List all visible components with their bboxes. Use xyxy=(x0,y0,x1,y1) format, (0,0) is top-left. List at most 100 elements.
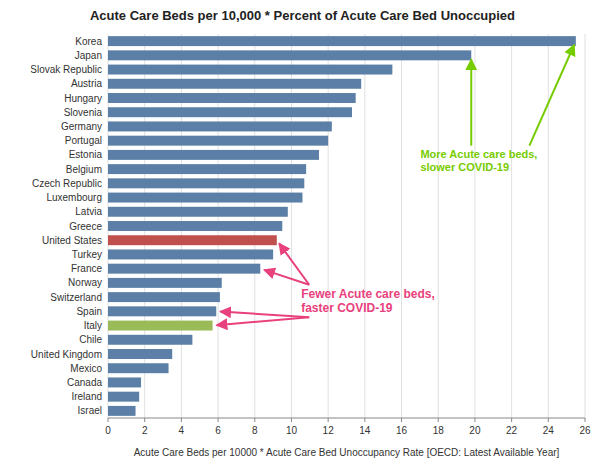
tick-mark xyxy=(181,418,182,422)
tick-mark xyxy=(218,418,219,422)
tick-label: 14 xyxy=(359,425,371,436)
chart: Acute Care Beds per 10,000 * Percent of … xyxy=(0,0,605,476)
category-label: Norway xyxy=(68,277,102,288)
bar xyxy=(108,150,319,160)
category-label: Spain xyxy=(76,306,102,317)
tick-label: 10 xyxy=(286,425,298,436)
tick-mark xyxy=(108,418,109,422)
category-label: Japan xyxy=(75,50,102,61)
tick-mark xyxy=(254,418,255,422)
grid-line xyxy=(401,34,402,418)
annotation-arrow xyxy=(217,317,310,325)
grid xyxy=(108,34,585,418)
bar xyxy=(108,392,139,402)
tick-label: 20 xyxy=(469,425,481,436)
category-label: Turkey xyxy=(72,249,102,260)
category-label: Hungary xyxy=(64,93,102,104)
category-label: United States xyxy=(42,235,102,246)
tick-label: 26 xyxy=(579,425,591,436)
bar xyxy=(108,50,471,60)
category-label: France xyxy=(71,263,103,274)
bar xyxy=(108,221,282,231)
bar xyxy=(108,36,576,46)
tick-mark xyxy=(328,418,329,422)
bar xyxy=(108,363,169,373)
bar xyxy=(108,321,213,331)
tick-mark xyxy=(548,418,549,422)
category-label: Ireland xyxy=(71,391,102,402)
bar xyxy=(108,93,356,103)
grid-line xyxy=(438,34,439,418)
bar xyxy=(108,377,141,387)
annotation-arrow xyxy=(220,312,309,318)
category-label: Luxembourg xyxy=(46,192,102,203)
category-label: Switzerland xyxy=(50,292,102,303)
bar xyxy=(108,349,172,359)
bar xyxy=(108,121,332,131)
axis-line xyxy=(108,418,585,419)
annotation-arrow xyxy=(470,59,472,145)
tick-label: 2 xyxy=(142,425,148,436)
tick-label: 0 xyxy=(105,425,111,436)
bar xyxy=(108,264,260,274)
grid-line xyxy=(474,34,475,418)
x-axis-label: Acute Care Beds per 10000 * Acute Care B… xyxy=(134,447,560,458)
bar xyxy=(108,406,136,416)
tick-label: 4 xyxy=(179,425,185,436)
tick-mark xyxy=(144,418,145,422)
bar xyxy=(108,249,273,259)
category-label: Austria xyxy=(71,78,103,89)
category-label: Mexico xyxy=(70,363,102,374)
tick-label: 8 xyxy=(252,425,258,436)
tick-mark xyxy=(474,418,475,422)
annotation: More Acute care beds,slower COVID-19 xyxy=(420,148,537,173)
x-axis: 02468101214161820222426Acute Care Beds p… xyxy=(105,418,591,458)
grid-line xyxy=(328,34,329,418)
bar xyxy=(108,136,328,146)
bars xyxy=(108,36,576,416)
grid-line xyxy=(511,34,512,418)
category-label: Slovenia xyxy=(64,107,103,118)
grid-line xyxy=(585,34,586,418)
annotation-arrow xyxy=(279,243,309,284)
bar xyxy=(108,306,216,316)
bar xyxy=(108,292,220,302)
bar xyxy=(108,164,306,174)
tick-mark xyxy=(291,418,292,422)
category-label: Korea xyxy=(75,36,102,47)
tick-label: 16 xyxy=(396,425,408,436)
bar xyxy=(108,235,277,245)
tick-label: 24 xyxy=(543,425,555,436)
tick-mark xyxy=(401,418,402,422)
category-label: Estonia xyxy=(69,149,103,160)
tick-mark xyxy=(438,418,439,422)
y-axis: Korea Japan Slovak Republic Austria Hungary S… xyxy=(30,36,102,417)
category-label: Greece xyxy=(69,221,102,232)
title: Acute Care Beds per 10,000 * Percent of … xyxy=(90,8,515,23)
category-label: United Kingdom xyxy=(31,349,102,360)
bar xyxy=(108,79,361,89)
bar xyxy=(108,335,192,345)
category-label: Slovak Republic xyxy=(30,64,102,75)
annotations: More Acute care beds,slower COVID-19 Fewe… xyxy=(217,45,575,325)
tick-mark xyxy=(585,418,586,422)
tick-mark xyxy=(364,418,365,422)
grid-line xyxy=(548,34,549,418)
category-label: Canada xyxy=(67,377,102,388)
annotation-arrow xyxy=(264,270,309,285)
grid-line xyxy=(291,34,292,418)
category-label: Chile xyxy=(79,334,102,345)
category-label: Portugal xyxy=(65,135,102,146)
category-label: Belgium xyxy=(66,164,102,175)
annotation: Fewer Acute care beds,faster COVID-19 xyxy=(301,287,435,315)
bar xyxy=(108,207,288,217)
bar xyxy=(108,278,222,288)
tick-label: 12 xyxy=(323,425,335,436)
bar xyxy=(108,107,352,117)
annotation-arrow xyxy=(529,45,574,146)
tick-mark xyxy=(511,418,512,422)
tick-label: 22 xyxy=(506,425,518,436)
bar xyxy=(108,178,304,188)
category-label: Czech Republic xyxy=(32,178,102,189)
bar xyxy=(108,65,392,75)
